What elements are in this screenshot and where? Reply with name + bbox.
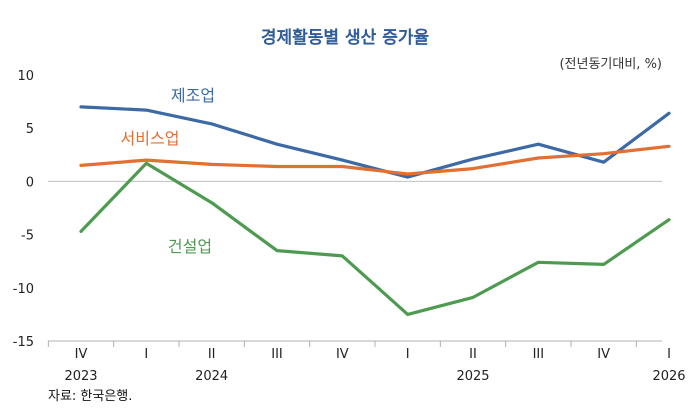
x-tick-label: II bbox=[469, 347, 477, 362]
y-axis-ticks: 10 5 0 -5 -10 -15 bbox=[13, 69, 34, 350]
x-tick-label: IV bbox=[75, 347, 88, 362]
x-tick-label: I bbox=[667, 347, 671, 362]
x-tick-label: III bbox=[271, 347, 283, 362]
year-label: 2025 bbox=[456, 369, 489, 384]
x-tick-label: IV bbox=[336, 347, 349, 362]
y-tick-label: 5 bbox=[26, 122, 34, 137]
x-tick-label: IV bbox=[597, 347, 610, 362]
series-line bbox=[79, 105, 671, 179]
x-tick-label: II bbox=[208, 347, 216, 362]
series-label: 제조업 bbox=[171, 86, 215, 105]
year-label: 2024 bbox=[195, 369, 228, 384]
x-axis-quarter-labels: IV I II III IV I II III IV I bbox=[75, 347, 671, 362]
source-note: 자료: 한국은행. bbox=[48, 388, 132, 404]
series-label: 서비스업 bbox=[121, 129, 180, 148]
y-tick-label: 10 bbox=[17, 69, 34, 84]
y-tick-label: 0 bbox=[26, 175, 34, 190]
series-line bbox=[79, 144, 671, 176]
x-axis-tick-marks bbox=[47, 341, 637, 347]
y-tick-label: -15 bbox=[13, 335, 34, 350]
y-tick-label: -10 bbox=[13, 282, 34, 297]
y-tick-label: -5 bbox=[21, 229, 34, 244]
series-lines bbox=[79, 105, 671, 316]
year-label: 2023 bbox=[64, 369, 97, 384]
year-label: 2026 bbox=[652, 369, 685, 384]
chart-title: 경제활동별 생산 증가율 bbox=[261, 27, 430, 48]
unit-note: (전년동기대비, %) bbox=[559, 57, 662, 72]
x-axis-year-labels: 2023 2024 2025 2026 bbox=[64, 369, 685, 384]
series-label: 건설업 bbox=[168, 237, 212, 256]
x-tick-label: I bbox=[144, 347, 148, 362]
x-tick-label: III bbox=[533, 347, 545, 362]
series-line bbox=[79, 161, 671, 316]
x-tick-label: I bbox=[406, 347, 410, 362]
